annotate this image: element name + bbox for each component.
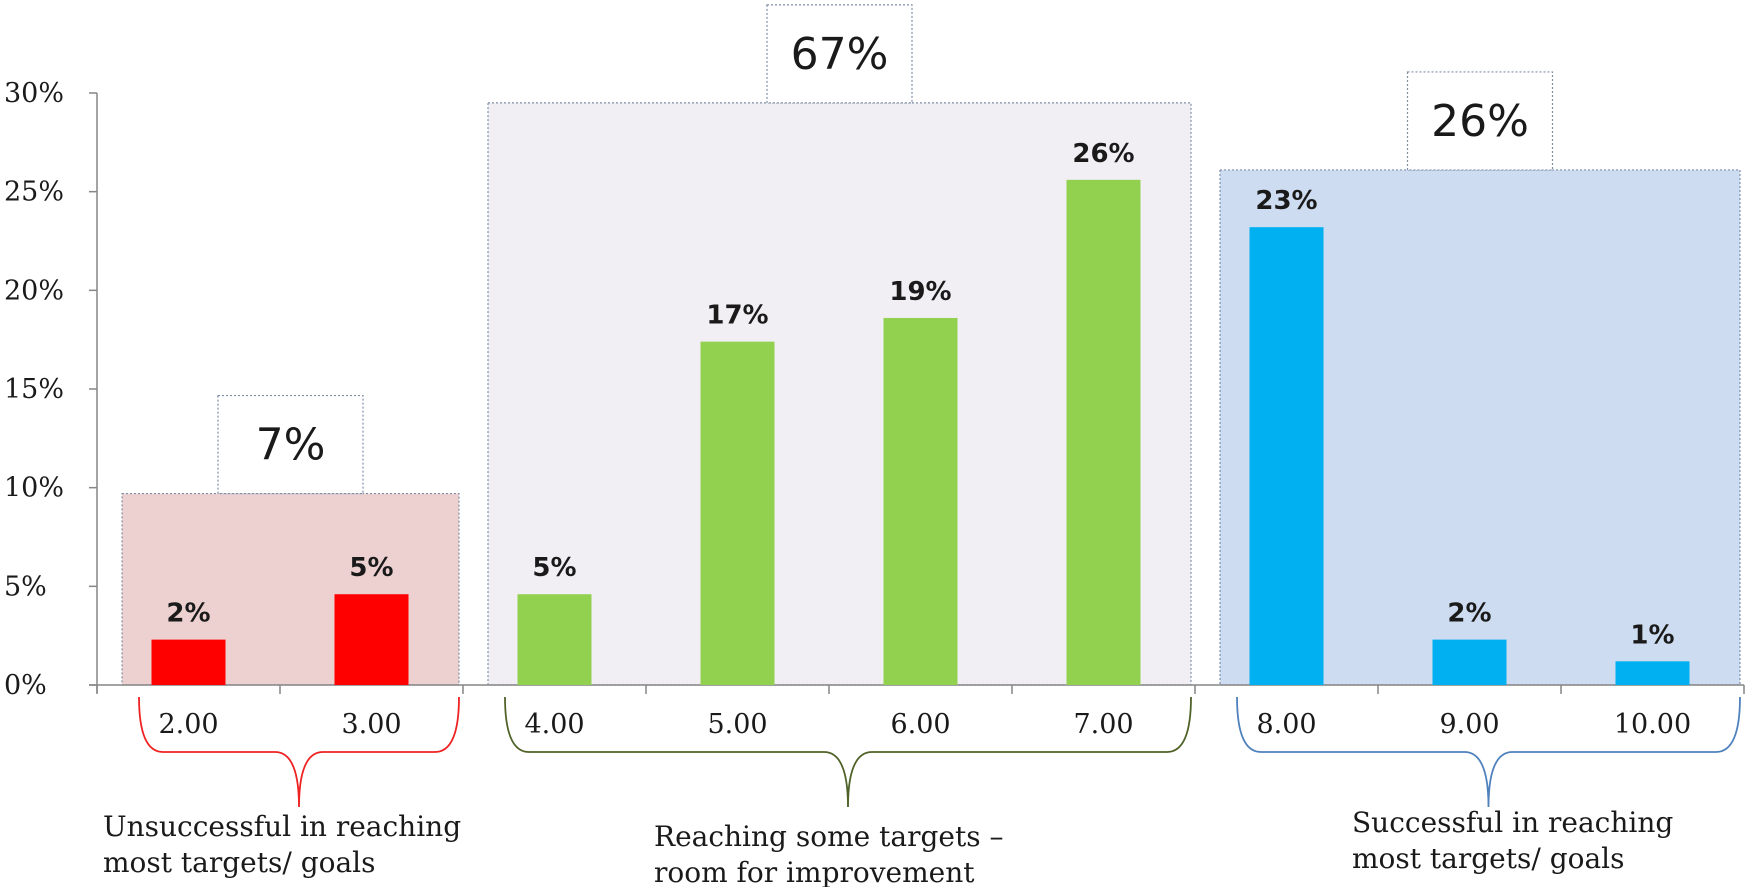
group-caption-unsuccessful: most targets/ goals [103, 846, 376, 879]
data-label: 19% [889, 277, 951, 307]
y-tick-label: 5% [4, 571, 47, 602]
data-label: 17% [706, 301, 768, 331]
group-caption-successful: most targets/ goals [1352, 842, 1625, 875]
group-total-some-targets: 67% [791, 29, 889, 80]
x-tick-label: 3.00 [341, 709, 401, 740]
bar [700, 341, 775, 685]
x-tick-label: 4.00 [524, 709, 584, 740]
group-total-box-some-targets [766, 4, 913, 104]
x-tick-label: 8.00 [1256, 709, 1316, 740]
bar [1249, 227, 1324, 686]
group-total-box-successful [1406, 71, 1554, 171]
y-tick-label: 15% [4, 374, 64, 405]
x-tick-label: 5.00 [707, 709, 767, 740]
bar [1432, 639, 1507, 685]
group-total-successful: 26% [1431, 96, 1529, 147]
group-total-unsuccessful: 7% [256, 420, 326, 471]
y-tick-label: 20% [4, 275, 64, 306]
x-tick-label: 2.00 [158, 709, 218, 740]
data-label: 26% [1072, 139, 1134, 169]
y-tick-label: 25% [4, 177, 64, 208]
bar [1066, 179, 1141, 685]
bar [334, 594, 409, 685]
group-caption-successful: Successful in reaching [1352, 806, 1673, 839]
group-brace-some-targets [504, 696, 1192, 808]
group-caption-unsuccessful: Unsuccessful in reaching [103, 810, 461, 843]
group-caption-some-targets: Reaching some targets – [654, 820, 1003, 853]
x-tick-label: 9.00 [1439, 709, 1499, 740]
x-tick-label: 7.00 [1073, 709, 1133, 740]
x-tick-label: 10.00 [1614, 709, 1691, 740]
bar [517, 594, 592, 685]
group-brace-successful [1236, 696, 1741, 808]
y-tick-label: 0% [4, 670, 47, 701]
y-tick-label: 10% [4, 473, 64, 504]
group-total-box-unsuccessful [217, 394, 364, 495]
y-tick-label: 30% [4, 78, 64, 109]
group-brace-unsuccessful [138, 696, 460, 808]
data-label: 2% [166, 599, 210, 629]
bars [151, 179, 1690, 686]
data-label: 5% [349, 553, 393, 583]
x-tick-label: 6.00 [890, 709, 950, 740]
bar [883, 317, 958, 685]
data-label: 1% [1630, 620, 1674, 650]
group-caption-some-targets: room for improvement [654, 856, 975, 887]
data-label: 2% [1447, 599, 1491, 629]
data-label: 5% [532, 553, 576, 583]
data-labels: 2% 5% 5% 17% 19% 26% 23% 2% 1% [166, 139, 1674, 650]
bar [1615, 661, 1690, 685]
data-label: 23% [1255, 186, 1317, 216]
bar [151, 639, 226, 685]
